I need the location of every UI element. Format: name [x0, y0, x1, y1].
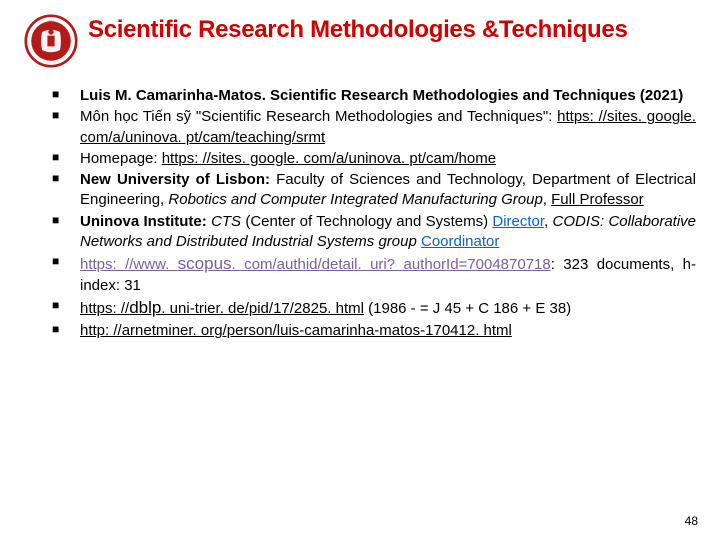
- list-item: New University of Lisbon: Faculty of Sci…: [52, 170, 696, 211]
- slide-title: Scientific Research Methodologies &Techn…: [88, 14, 628, 45]
- link[interactable]: https: //www.: [80, 256, 178, 273]
- text-segment: Robotics and Computer Integrated Manufac…: [168, 191, 542, 208]
- bullet-list: Luis M. Camarinha-Matos. Scientific Rese…: [52, 86, 696, 341]
- link[interactable]: http: //arnetminer. org/person/luis-cama…: [80, 322, 512, 339]
- svg-text:ĐH: ĐH: [48, 20, 54, 24]
- slide-content: Luis M. Camarinha-Matos. Scientific Rese…: [24, 86, 696, 341]
- link[interactable]: scopus: [178, 254, 232, 273]
- text-segment: (Center of Technology and Systems): [241, 213, 492, 230]
- university-logo: ĐH: [24, 14, 78, 68]
- list-item: Homepage: https: //sites. google. com/a/…: [52, 149, 696, 169]
- slide-container: ĐH Scientific Research Methodologies &Te…: [0, 0, 720, 540]
- page-number: 48: [685, 514, 698, 528]
- text-segment: ,: [544, 213, 552, 230]
- text-segment: Uninova Institute:: [80, 213, 207, 230]
- list-item: https: //www. scopus. com/authid/detail.…: [52, 253, 696, 296]
- list-item: https: //dblp. uni-trier. de/pid/17/2825…: [52, 297, 696, 320]
- slide-header: ĐH Scientific Research Methodologies &Te…: [24, 14, 696, 68]
- text-segment: Môn học Tiến sỹ "Scientific Research Met…: [80, 108, 557, 125]
- text-segment: (1986 - = J 45 + C 186 + E 38): [364, 300, 571, 317]
- link[interactable]: . com/authid/detail. uri? authorId=70048…: [232, 256, 551, 273]
- link[interactable]: dblp: [129, 298, 161, 317]
- text-segment: Homepage:: [80, 150, 162, 167]
- link[interactable]: https: //sites. google. com/a/uninova. p…: [162, 150, 496, 167]
- text-segment: New University of Lisbon:: [80, 171, 270, 188]
- link[interactable]: Full Professor: [551, 191, 644, 208]
- list-item: Luis M. Camarinha-Matos. Scientific Rese…: [52, 86, 696, 106]
- link[interactable]: Director: [492, 213, 544, 230]
- list-item: Môn học Tiến sỹ "Scientific Research Met…: [52, 107, 696, 148]
- list-item: http: //arnetminer. org/person/luis-cama…: [52, 321, 696, 341]
- text-segment: CTS: [211, 213, 241, 230]
- text-segment: Luis M. Camarinha-Matos. Scientific Rese…: [80, 87, 683, 104]
- text-segment: ,: [543, 191, 551, 208]
- link[interactable]: Coordinator: [421, 233, 499, 250]
- link[interactable]: . uni-trier. de/pid/17/2825. html: [161, 300, 364, 317]
- list-item: Uninova Institute: CTS (Center of Techno…: [52, 212, 696, 253]
- link[interactable]: https: //: [80, 300, 129, 317]
